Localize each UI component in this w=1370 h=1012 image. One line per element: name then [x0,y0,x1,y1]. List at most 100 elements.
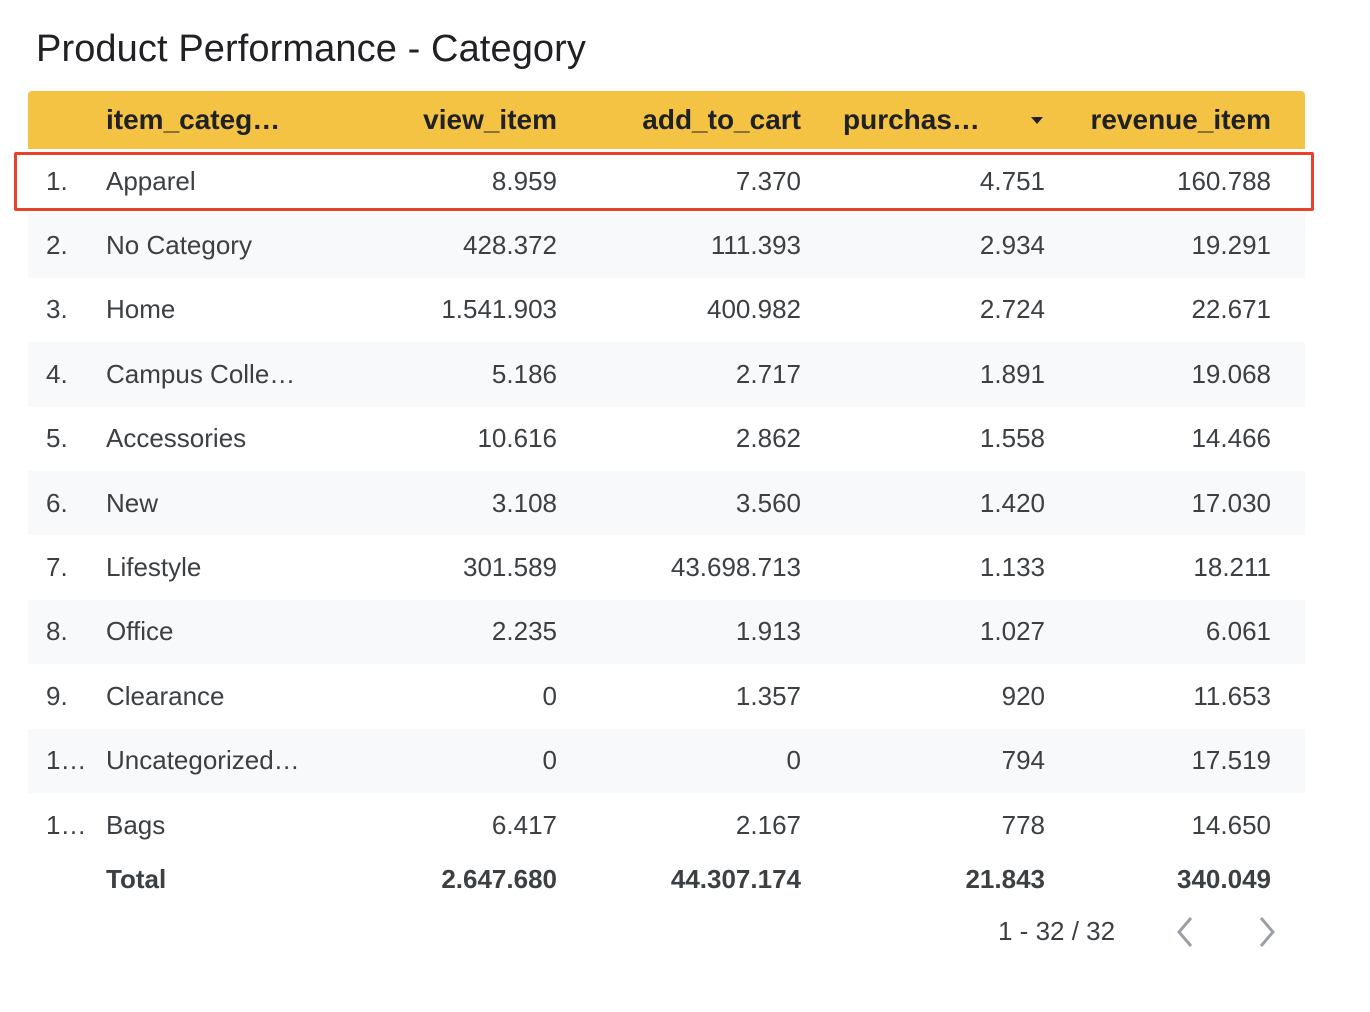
header-view-item[interactable]: view_item [423,104,557,135]
row-index: 1… [46,745,86,776]
total-label: Total [106,863,167,894]
table-row[interactable]: 7. Lifestyle 301.589 43.698.713 1.133 18.211 [28,535,1305,599]
row-view-item: 1.541.903 [441,294,557,325]
row-revenue-item-value: 11.653 [1193,680,1271,711]
row-category: Uncategorized… [106,745,300,776]
row-purchases: 2.934 [979,230,1045,261]
row-category: Office [106,616,174,647]
row-revenue-item-value: 14.650 [1191,809,1271,840]
row-view-item: 3.108 [491,487,557,518]
row-category: No Category [106,230,252,261]
total-revenue-item-value: 340.049 [1177,863,1271,894]
row-add-to-cart: 3.560 [735,487,801,518]
row-view-item: 2.235 [491,616,557,647]
header-revenue-item-label: revenue_item [1090,104,1271,135]
table-row[interactable]: 1… Uncategorized… 0 0 794 17.519 [28,728,1305,793]
table-row[interactable]: 3. Home 1.541.903 400.982 2.724 22.671 [28,278,1305,342]
row-index: 5. [46,423,68,454]
row-index: 1. [46,165,68,196]
row-category: Campus Colle… [106,358,296,389]
row-add-to-cart: 400.982 [707,294,801,325]
row-index: 8. [46,616,68,647]
row-revenue-item: 22.671 [1045,294,1289,325]
row-add-to-cart: 1.913 [735,616,801,647]
row-revenue-item-value: 160.788 [1177,165,1271,196]
row-revenue-item-value: 6.061 [1205,616,1271,647]
row-add-to-cart: 7.370 [735,165,801,196]
row-view-item: 8.959 [491,165,557,196]
row-category: Bags [106,809,166,840]
row-revenue-item-value: 22.671 [1191,294,1271,325]
header-purchases[interactable]: purchas… [801,104,1045,136]
row-category: Apparel [106,165,196,196]
table-header: item_categ… view_item add_to_cart purcha… [28,91,1305,149]
row-revenue-item-value: 18.211 [1193,552,1271,583]
sort-desc-icon[interactable] [1031,116,1043,124]
row-purchases: 1.133 [979,552,1045,583]
table-row[interactable]: 2. No Category 428.372 111.393 2.934 19.291 [28,213,1305,278]
prev-page-button[interactable] [1165,912,1205,952]
table-row[interactable]: 6. New 3.108 3.560 1.420 17.030 [28,470,1305,536]
row-view-item: 301.589 [463,552,557,583]
row-revenue-item-value: 17.519 [1191,745,1271,776]
row-purchases: 4.751 [979,165,1045,196]
row-category: Clearance [106,680,225,711]
row-purchases: 2.724 [979,294,1045,325]
row-revenue-item: 18.211 [1045,552,1289,583]
row-purchases: 1.558 [979,423,1045,454]
header-purchases-label: purchas… [843,104,980,135]
row-purchases: 1.027 [979,616,1045,647]
row-revenue-item: 14.650 [1045,810,1289,841]
row-index: 3. [46,294,68,325]
row-category: Lifestyle [106,552,202,583]
row-index: 2. [46,230,68,261]
row-revenue-item: 160.788 [1045,166,1289,197]
row-purchases: 794 [1001,745,1045,776]
row-category: New [106,487,159,518]
chevron-right-icon [1259,917,1275,947]
header-add-to-cart[interactable]: add_to_cart [642,104,801,135]
row-view-item: 0 [542,745,557,776]
row-revenue-item: 17.030 [1045,488,1289,519]
row-revenue-item-value: 19.068 [1191,358,1271,389]
total-revenue-item: 340.049 [1045,864,1289,895]
row-add-to-cart: 111.393 [710,230,801,261]
row-add-to-cart: 2.862 [735,423,801,454]
row-index: 7. [46,552,68,583]
data-table: item_categ… view_item add_to_cart purcha… [28,91,1305,901]
row-revenue-item: 14.466 [1045,423,1289,454]
row-revenue-item-value: 14.466 [1191,423,1271,454]
header-category[interactable]: item_categ… [106,104,281,135]
row-add-to-cart: 1.357 [735,680,801,711]
table-row[interactable]: 5. Accessories 10.616 2.862 1.558 14.466 [28,407,1305,471]
row-add-to-cart: 2.717 [735,358,801,389]
row-revenue-item: 19.291 [1045,230,1289,261]
table-body: 1. Apparel 8.959 7.370 4.751 160.788 2. No Cate… [28,149,1305,857]
table-row[interactable]: 8. Office 2.235 1.913 1.027 6.061 [28,599,1305,665]
table-row[interactable]: 4. Campus Colle… 5.186 2.717 1.891 19.068 [28,342,1305,407]
row-view-item: 0 [542,680,557,711]
total-purchases: 21.843 [965,863,1045,894]
row-purchases: 1.891 [979,358,1045,389]
row-category: Accessories [106,423,247,454]
row-index: 9. [46,680,68,711]
table-row[interactable]: 1. Apparel 8.959 7.370 4.751 160.788 [28,149,1305,213]
row-revenue-item: 11.653 [1045,681,1289,712]
row-view-item: 5.186 [491,358,557,389]
row-view-item: 6.417 [491,809,557,840]
row-revenue-item-value: 19.291 [1191,230,1271,261]
row-purchases: 778 [1001,809,1045,840]
page-title: Product Performance - Category [36,28,587,70]
chevron-left-icon [1177,917,1193,947]
header-revenue-item[interactable]: revenue_item [1045,104,1289,136]
row-view-item: 10.616 [477,423,557,454]
table-row[interactable]: 9. Clearance 0 1.357 920 11.653 [28,664,1305,728]
page-range: 1 - 32 / 32 [998,916,1116,946]
table-row[interactable]: 1… Bags 6.417 2.167 778 14.650 [28,793,1305,857]
total-add-to-cart: 44.307.174 [670,863,801,894]
row-revenue-item: 19.068 [1045,359,1289,390]
next-page-button[interactable] [1247,912,1287,952]
row-category: Home [106,294,176,325]
row-index: 6. [46,487,68,518]
row-revenue-item-value: 17.030 [1191,487,1271,518]
